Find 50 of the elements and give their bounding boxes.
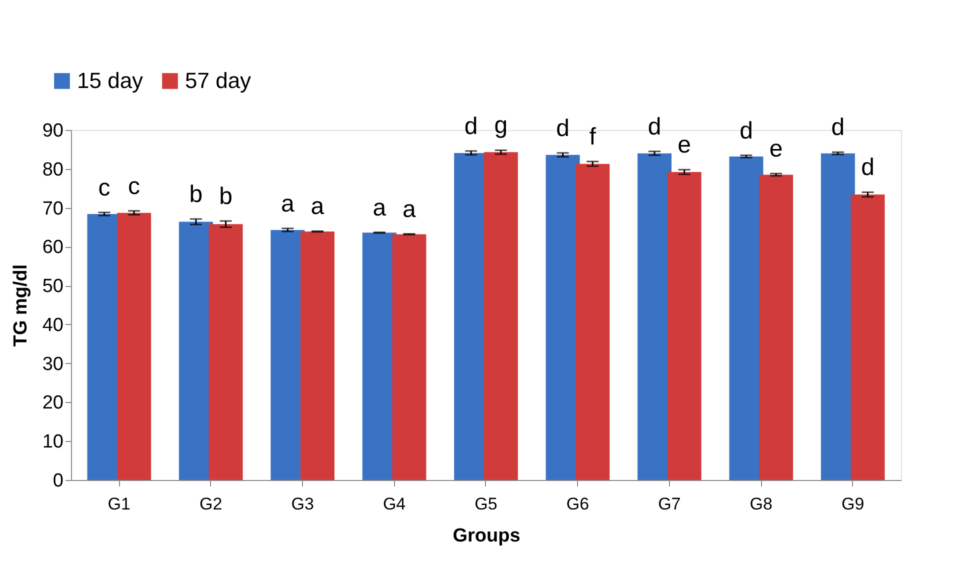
x-tick-label: G7 xyxy=(658,494,681,514)
y-tick-label: 80 xyxy=(42,159,64,180)
bar xyxy=(759,174,794,480)
bar xyxy=(208,224,243,480)
legend-label: 15 day xyxy=(77,68,144,93)
y-tick-label: 40 xyxy=(42,314,64,336)
bar xyxy=(850,194,885,480)
x-axis-title: Groups xyxy=(452,526,520,546)
data-label: d xyxy=(861,154,874,182)
data-label: e xyxy=(678,132,692,159)
x-tick-label: G2 xyxy=(200,494,222,514)
bar xyxy=(576,164,610,480)
y-tick-label: 60 xyxy=(42,237,64,258)
data-label: d xyxy=(740,117,753,144)
y-tick-label: 90 xyxy=(42,120,64,142)
y-tick-label: 70 xyxy=(42,198,64,220)
y-tick-label: 0 xyxy=(52,470,64,492)
x-tick-label: G6 xyxy=(566,494,590,514)
x-tick-label: G8 xyxy=(750,494,772,514)
x-tick-label: G3 xyxy=(291,494,314,514)
data-label: c xyxy=(128,172,140,200)
y-tick-label: 10 xyxy=(42,432,64,453)
data-label: c xyxy=(98,174,110,202)
data-label: e xyxy=(769,136,783,163)
bar xyxy=(484,152,518,480)
x-tick-label: G5 xyxy=(474,494,498,514)
y-axis-title: TG mg/dl xyxy=(10,264,32,347)
y-tick-label: 50 xyxy=(42,276,64,298)
y-tick-label: 30 xyxy=(42,354,64,375)
x-tick-label: G9 xyxy=(842,494,864,514)
data-label: g xyxy=(494,112,508,140)
bar xyxy=(117,212,152,480)
y-tick-label: 20 xyxy=(42,392,64,414)
bar xyxy=(392,234,426,480)
data-label: a xyxy=(280,190,295,218)
bar xyxy=(300,232,334,480)
data-label: a xyxy=(372,194,387,222)
data-label: d xyxy=(556,114,570,142)
x-tick-label: G4 xyxy=(382,494,406,514)
bar xyxy=(667,172,702,480)
data-label: d xyxy=(464,113,478,140)
legend-label: 57 day xyxy=(185,68,252,93)
data-label: a xyxy=(310,193,325,220)
data-label: b xyxy=(219,183,232,210)
x-tick-label: G1 xyxy=(108,494,130,514)
data-label: a xyxy=(402,196,417,223)
data-label: b xyxy=(189,181,203,208)
data-label: f xyxy=(589,124,596,150)
data-label: d xyxy=(831,114,845,142)
data-label: d xyxy=(648,113,662,140)
